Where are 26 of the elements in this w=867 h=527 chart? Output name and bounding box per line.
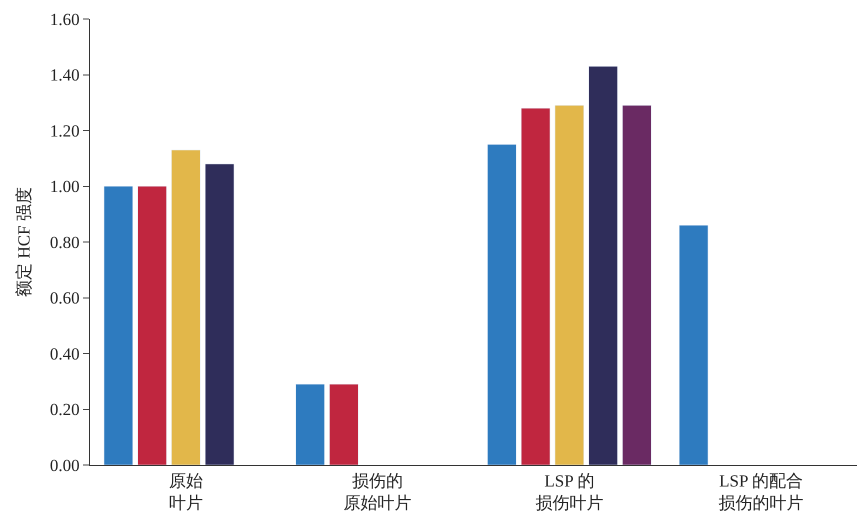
y-tick-label: 0.00 <box>50 456 80 475</box>
bar <box>138 186 167 465</box>
bar <box>204 164 234 465</box>
x-tick-label: 原始叶片 <box>168 471 203 512</box>
y-tick-label: 1.20 <box>50 121 80 140</box>
x-tick-label: LSP 的配合损伤的叶片 <box>718 471 804 512</box>
y-tick-label: 0.20 <box>50 400 80 420</box>
y-tick-label: 0.60 <box>50 288 80 308</box>
bar <box>329 384 359 465</box>
bar <box>679 225 708 465</box>
y-tick-label: 1.00 <box>50 177 80 196</box>
bar <box>487 144 517 465</box>
bar <box>104 186 134 465</box>
x-tick-label: LSP 的损伤叶片 <box>535 471 604 512</box>
bar <box>622 105 652 465</box>
y-tick-label: 1.40 <box>50 66 80 85</box>
y-axis-title: 额定 HCF 强度 <box>14 187 34 297</box>
bar <box>554 105 584 465</box>
bar <box>588 66 618 465</box>
bar <box>296 384 325 465</box>
bar <box>521 108 550 465</box>
y-tick-label: 1.60 <box>50 10 80 29</box>
y-tick-label: 0.80 <box>50 232 80 252</box>
y-tick-label: 0.40 <box>50 344 80 364</box>
bar <box>171 150 201 465</box>
x-tick-label: 损伤的原始叶片 <box>344 471 412 512</box>
